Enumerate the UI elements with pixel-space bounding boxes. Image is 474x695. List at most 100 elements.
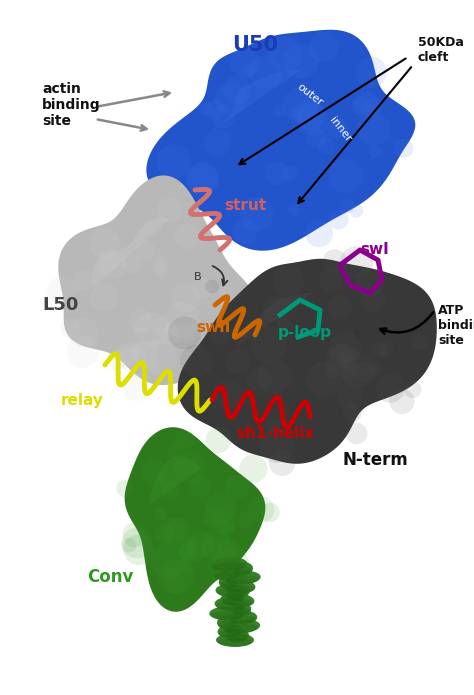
Circle shape — [340, 352, 376, 388]
Circle shape — [165, 322, 181, 337]
Ellipse shape — [227, 633, 248, 641]
Circle shape — [220, 293, 235, 309]
Circle shape — [337, 383, 363, 409]
Circle shape — [349, 204, 363, 218]
Circle shape — [155, 524, 174, 543]
Text: inner: inner — [327, 115, 353, 145]
Text: swI: swI — [361, 243, 389, 258]
Circle shape — [323, 250, 347, 273]
Circle shape — [158, 559, 193, 594]
Circle shape — [336, 352, 353, 368]
Circle shape — [257, 359, 292, 394]
Ellipse shape — [225, 624, 258, 633]
Ellipse shape — [222, 598, 253, 606]
Circle shape — [122, 254, 142, 274]
Circle shape — [210, 357, 225, 372]
Text: B: B — [194, 272, 202, 282]
Text: N-term: N-term — [342, 451, 408, 469]
Circle shape — [343, 404, 362, 423]
Circle shape — [154, 508, 166, 520]
Circle shape — [352, 96, 371, 115]
Circle shape — [129, 366, 141, 378]
Circle shape — [162, 518, 190, 545]
Ellipse shape — [232, 602, 251, 616]
Circle shape — [404, 381, 421, 398]
Circle shape — [186, 530, 215, 558]
Ellipse shape — [225, 571, 261, 585]
Circle shape — [128, 309, 152, 333]
Circle shape — [117, 345, 140, 368]
Circle shape — [353, 361, 373, 382]
Polygon shape — [58, 175, 255, 385]
Circle shape — [171, 323, 191, 343]
Circle shape — [167, 445, 182, 459]
Polygon shape — [125, 427, 265, 612]
Polygon shape — [149, 456, 202, 504]
Ellipse shape — [233, 566, 252, 575]
Ellipse shape — [216, 633, 254, 647]
Ellipse shape — [227, 575, 259, 584]
Circle shape — [308, 32, 338, 62]
Text: ATP
binding
site: ATP binding site — [438, 304, 474, 347]
Ellipse shape — [218, 620, 237, 628]
Ellipse shape — [226, 628, 249, 643]
Circle shape — [151, 318, 169, 336]
Circle shape — [181, 351, 196, 366]
Ellipse shape — [217, 615, 238, 629]
Circle shape — [355, 92, 379, 116]
Circle shape — [346, 423, 367, 444]
Circle shape — [205, 100, 225, 120]
Ellipse shape — [229, 611, 257, 625]
Circle shape — [328, 159, 363, 193]
Circle shape — [90, 282, 119, 311]
Ellipse shape — [210, 606, 246, 621]
Circle shape — [356, 56, 387, 88]
Circle shape — [339, 199, 355, 213]
Circle shape — [119, 349, 136, 366]
Circle shape — [225, 475, 249, 499]
Ellipse shape — [212, 562, 246, 571]
Circle shape — [201, 530, 232, 562]
Text: Conv: Conv — [87, 568, 133, 586]
Text: strut: strut — [224, 197, 266, 213]
Circle shape — [230, 48, 260, 78]
Polygon shape — [92, 218, 169, 288]
Circle shape — [107, 350, 128, 370]
Circle shape — [162, 568, 178, 583]
Polygon shape — [234, 293, 314, 348]
Circle shape — [122, 538, 136, 553]
Circle shape — [180, 345, 213, 377]
Circle shape — [239, 455, 267, 483]
Circle shape — [305, 219, 333, 247]
Polygon shape — [146, 30, 415, 251]
Circle shape — [247, 496, 274, 523]
Circle shape — [204, 339, 225, 360]
Circle shape — [340, 366, 357, 382]
Circle shape — [60, 318, 81, 338]
Ellipse shape — [213, 566, 241, 580]
Circle shape — [328, 295, 352, 320]
Circle shape — [263, 295, 291, 323]
Circle shape — [150, 542, 186, 578]
Ellipse shape — [230, 616, 256, 624]
Circle shape — [164, 302, 200, 337]
Text: outer: outer — [295, 82, 325, 108]
Circle shape — [376, 374, 405, 403]
Circle shape — [223, 76, 252, 104]
Circle shape — [117, 342, 146, 371]
Circle shape — [265, 162, 289, 186]
Circle shape — [283, 44, 319, 79]
Circle shape — [174, 451, 207, 484]
Circle shape — [240, 197, 273, 231]
Circle shape — [259, 429, 293, 463]
Circle shape — [206, 427, 231, 453]
Circle shape — [360, 287, 385, 312]
Circle shape — [296, 104, 328, 136]
Circle shape — [394, 139, 413, 158]
Text: L50: L50 — [42, 296, 78, 314]
Circle shape — [327, 117, 348, 139]
Ellipse shape — [217, 589, 248, 598]
Circle shape — [89, 227, 120, 259]
Text: swII: swII — [196, 320, 230, 334]
Ellipse shape — [211, 611, 244, 619]
